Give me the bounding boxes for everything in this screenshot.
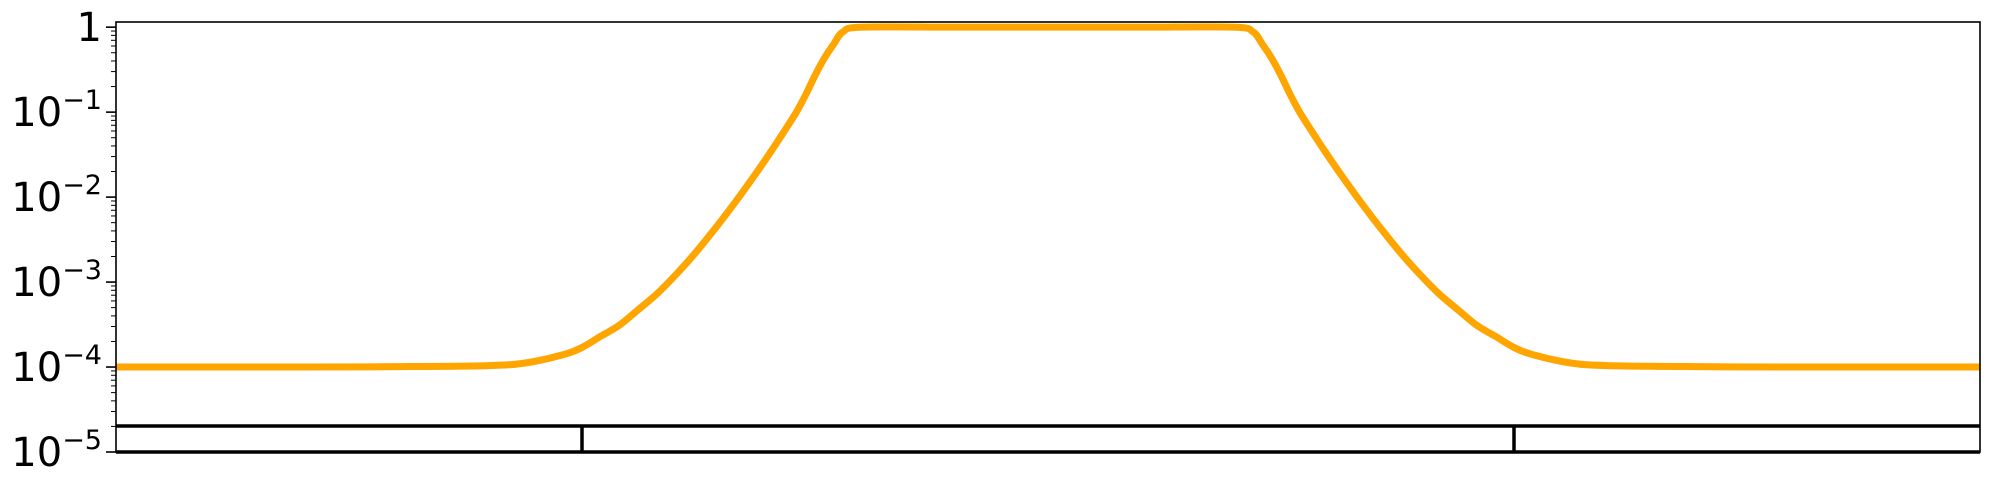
y-tick-label: 10−1: [11, 85, 102, 136]
y-tick-base: 10: [11, 430, 62, 476]
series-line: [115, 23, 1981, 371]
y-axis-tick-labels: 110−110−210−310−410−5: [11, 5, 102, 476]
y-tick-exponent: −2: [62, 170, 102, 201]
y-axis-ticks: [106, 26, 116, 453]
y-tick-exponent: −4: [62, 340, 102, 371]
y-tick-exponent: −1: [62, 85, 102, 116]
y-tick-exponent: −3: [62, 255, 102, 286]
y-tick-base: 10: [11, 90, 62, 136]
y-tick-label: 10−4: [11, 340, 102, 391]
y-tick-base: 10: [11, 175, 62, 221]
y-tick-label: 1: [77, 5, 102, 51]
y-tick-label: 10−3: [11, 255, 102, 306]
y-tick-label: 10−2: [11, 170, 102, 221]
y-tick-base: 1: [77, 5, 102, 51]
y-tick-base: 10: [11, 345, 62, 391]
plot-frame: [115, 21, 1981, 453]
y-tick-label: 10−5: [11, 425, 102, 476]
segments-bar: [116, 424, 1980, 454]
y-tick-base: 10: [11, 260, 62, 306]
y-tick-exponent: −5: [62, 425, 102, 456]
